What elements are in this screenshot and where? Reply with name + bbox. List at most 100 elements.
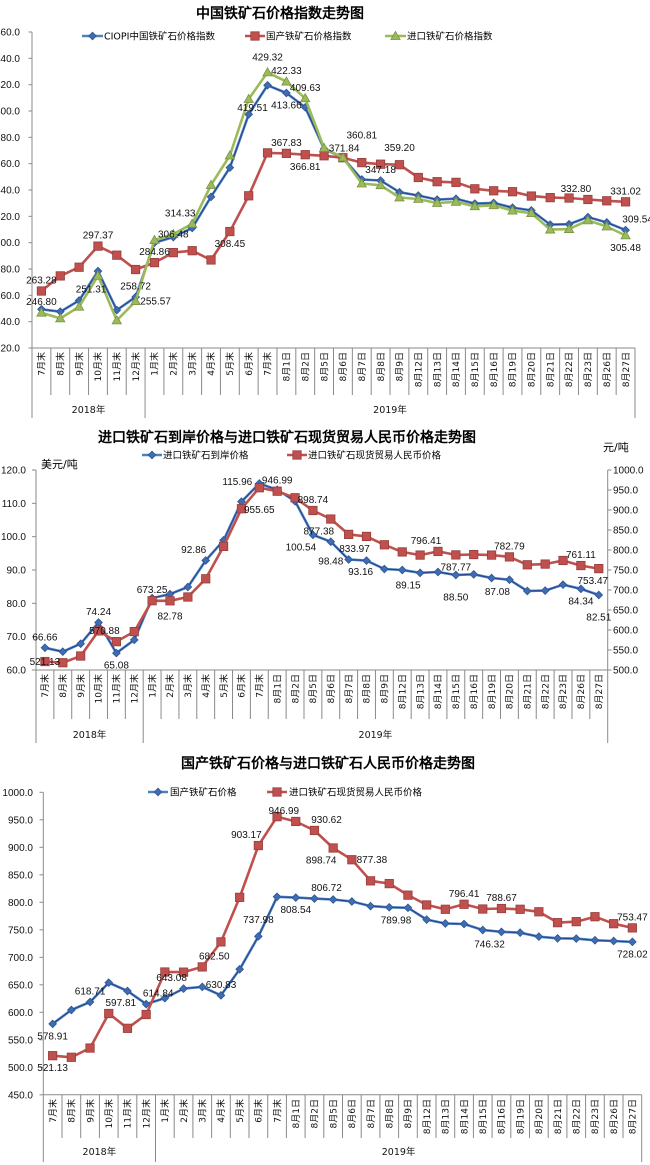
import-cif-usd-data-point bbox=[40, 643, 50, 653]
domestic-price-data-label: 614.84 bbox=[143, 989, 174, 1000]
import-spot-cny-data-point bbox=[515, 904, 525, 914]
x-tick-label: 8月末 bbox=[57, 674, 69, 698]
domestic-index-data-point bbox=[112, 250, 122, 260]
data-labels: 66.66 74.24 65.08 82.78 92.86 115.96 100.5498.… bbox=[30, 476, 612, 672]
import-spot-cny-data-point bbox=[197, 962, 207, 972]
import-spot-cny-data-label: 782.79 bbox=[494, 541, 525, 552]
domestic-index-data-point bbox=[74, 262, 84, 272]
y-tick-label: 450.0 bbox=[8, 1090, 33, 1101]
x-tick-label: 8月8日 bbox=[376, 352, 387, 381]
import-cif-usd-line-core bbox=[44, 483, 599, 654]
legend-marker bbox=[147, 450, 157, 460]
domestic-index-data-point bbox=[376, 159, 386, 169]
domestic-index-data-point bbox=[545, 193, 555, 203]
y-tick-label: 500.0 bbox=[8, 1063, 33, 1074]
import-index-data-point bbox=[356, 178, 368, 188]
y-axis-left: 1000.0 950.0 900.0 850.0 800.0 750.0 700.0 650.… bbox=[2, 788, 44, 1101]
domestic-index-data-point bbox=[55, 271, 65, 281]
import-cif-usd-data-label: 115.96 bbox=[222, 477, 252, 488]
x-tick-label: 7月末 bbox=[262, 352, 274, 376]
x-tick-label: 8月12日 bbox=[413, 352, 424, 387]
x-tick-label: 7月末 bbox=[47, 1099, 59, 1123]
legend-item-import-cif-usd: 进口铁矿石到岸价格 bbox=[142, 450, 249, 462]
domestic-price-data-point bbox=[66, 1005, 76, 1015]
x-tick-label: 8月2日 bbox=[310, 1099, 321, 1128]
import-spot-cny-data-label: 946.99 bbox=[269, 806, 300, 817]
y-right-tick-label: 850.0 bbox=[613, 526, 638, 537]
plot-area: 120.0 110.0 100.0 90.0 80.0 70.0 60.0 1000.0 950… bbox=[1, 466, 644, 743]
domestic-price-data-point bbox=[609, 936, 619, 946]
x-tick-label: 12月末 bbox=[140, 1099, 152, 1128]
import-spot-cny-data-point bbox=[415, 550, 425, 560]
import-spot-cny-data-label: 753.47 bbox=[578, 576, 609, 587]
domestic-index-data-point bbox=[489, 186, 499, 196]
x-tick-label: 8月23日 bbox=[583, 352, 594, 387]
import-cif-usd-data-label: 65.08 bbox=[104, 661, 129, 672]
x-tick-label: 8月19日 bbox=[487, 674, 498, 709]
domestic-price-data-point bbox=[403, 903, 413, 913]
x-tick-label: 8月16日 bbox=[469, 674, 480, 709]
import-index-data-label: 314.33 bbox=[165, 208, 196, 219]
import-spot-cny-data-point bbox=[496, 903, 507, 914]
domestic-price-data-label: 789.98 bbox=[381, 915, 412, 926]
import-index-data-point bbox=[601, 221, 613, 231]
x-axis: 7月末 8月末 9月末 10月末 11月末 12月末 1月末 2月末 3月末 4月末 5月末 6月末 7… bbox=[42, 1094, 643, 1162]
import-cif-usd-data-point bbox=[326, 537, 336, 547]
import-index-data-label: 371.84 bbox=[329, 144, 360, 155]
domestic-index-data-point bbox=[300, 150, 310, 160]
x-tick-label: 7月末 bbox=[36, 352, 48, 376]
import-index-data-point bbox=[186, 218, 198, 228]
y-right-tick-label: 1000.0 bbox=[613, 466, 644, 477]
chart-import-cif-vs-cny-price: 进口铁矿石到岸价格与进口铁矿石现货贸易人民币价格走势图 进口铁矿石到岸价格 进口… bbox=[1, 429, 644, 743]
import-cif-usd-data-point bbox=[183, 582, 193, 592]
import-index-data-point bbox=[488, 199, 499, 210]
domestic-price-data-point bbox=[104, 978, 114, 988]
import-spot-cny-data-label: 788.67 bbox=[486, 893, 517, 904]
domestic-index-data-point bbox=[357, 158, 367, 168]
y-tick-label: 60.0 bbox=[7, 666, 27, 677]
y-tick-label: 460.0 bbox=[0, 28, 20, 39]
domestic-price-data-point bbox=[179, 984, 188, 993]
import-index-data-point bbox=[92, 270, 104, 280]
ciopi-data-label: 419.51 bbox=[237, 103, 268, 114]
y-right-tick-label: 700.0 bbox=[613, 586, 638, 597]
import-spot-cny-data-label: 597.81 bbox=[106, 998, 137, 1009]
import-spot-cny-data-label: 898.74 bbox=[298, 495, 329, 506]
import-spot-cny-data-point bbox=[534, 907, 544, 917]
plot-area: 460.0 440.0 420.0 400.0 380.0 360.0 340.0 320.0… bbox=[0, 28, 650, 418]
domestic-price-data-point bbox=[590, 935, 600, 945]
x-tick-label: 6月末 bbox=[236, 674, 248, 698]
domestic-index-data-point bbox=[244, 191, 254, 201]
import-cif-usd-data-label: 93.16 bbox=[348, 567, 373, 578]
x-tick-label: 8月12日 bbox=[397, 674, 408, 709]
import-index-data-point bbox=[469, 200, 481, 211]
x-tick-label: 8月27日 bbox=[621, 352, 632, 387]
ciopi-data-point bbox=[263, 80, 272, 90]
ciopi-data-point bbox=[112, 305, 122, 315]
y-tick-label: 800.0 bbox=[8, 898, 33, 909]
y-tick-label: 320.0 bbox=[0, 212, 20, 223]
import-index-data-point bbox=[36, 307, 47, 317]
import-spot-cny-data-point bbox=[236, 504, 247, 514]
import-index-data-point bbox=[582, 215, 594, 225]
import-index-data-point bbox=[450, 196, 462, 206]
import-spot-cny-data-point bbox=[361, 531, 372, 542]
x-tick-label: 8月6日 bbox=[326, 674, 337, 703]
domestic-index-data-label: 367.83 bbox=[271, 138, 302, 149]
ciopi-data-label: 258.72 bbox=[120, 282, 151, 293]
x-tick-label: 8月5日 bbox=[319, 352, 330, 381]
y-axis-right: 1000.0 950.0 900.0 850.0 800.0 750.0 700.0 650.… bbox=[607, 466, 644, 677]
x-tick-label: 8月14日 bbox=[433, 674, 444, 709]
import-spot-cny-data-point bbox=[122, 1023, 133, 1033]
import-index-data-point bbox=[54, 312, 66, 323]
x-tick-label: 8月9日 bbox=[395, 352, 406, 381]
y-tick-label: 400.0 bbox=[0, 107, 20, 118]
domestic-price-data-point bbox=[459, 919, 469, 929]
x-tick-label: 8月15日 bbox=[470, 352, 481, 387]
y-tick-label: 950.0 bbox=[8, 815, 33, 826]
domestic-price-data-point bbox=[216, 990, 226, 1000]
x-tick-label: 8月21日 bbox=[553, 1099, 564, 1134]
x-tick-label: 8月7日 bbox=[357, 352, 368, 381]
x-tick-label: 8月12日 bbox=[422, 1099, 433, 1134]
domestic-price-data-label: 806.72 bbox=[311, 883, 342, 894]
